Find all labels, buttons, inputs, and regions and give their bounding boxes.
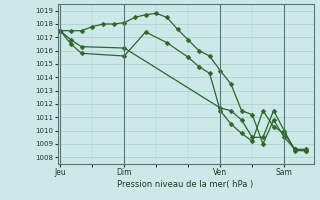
X-axis label: Pression niveau de la mer( hPa ): Pression niveau de la mer( hPa ) [117,180,254,189]
